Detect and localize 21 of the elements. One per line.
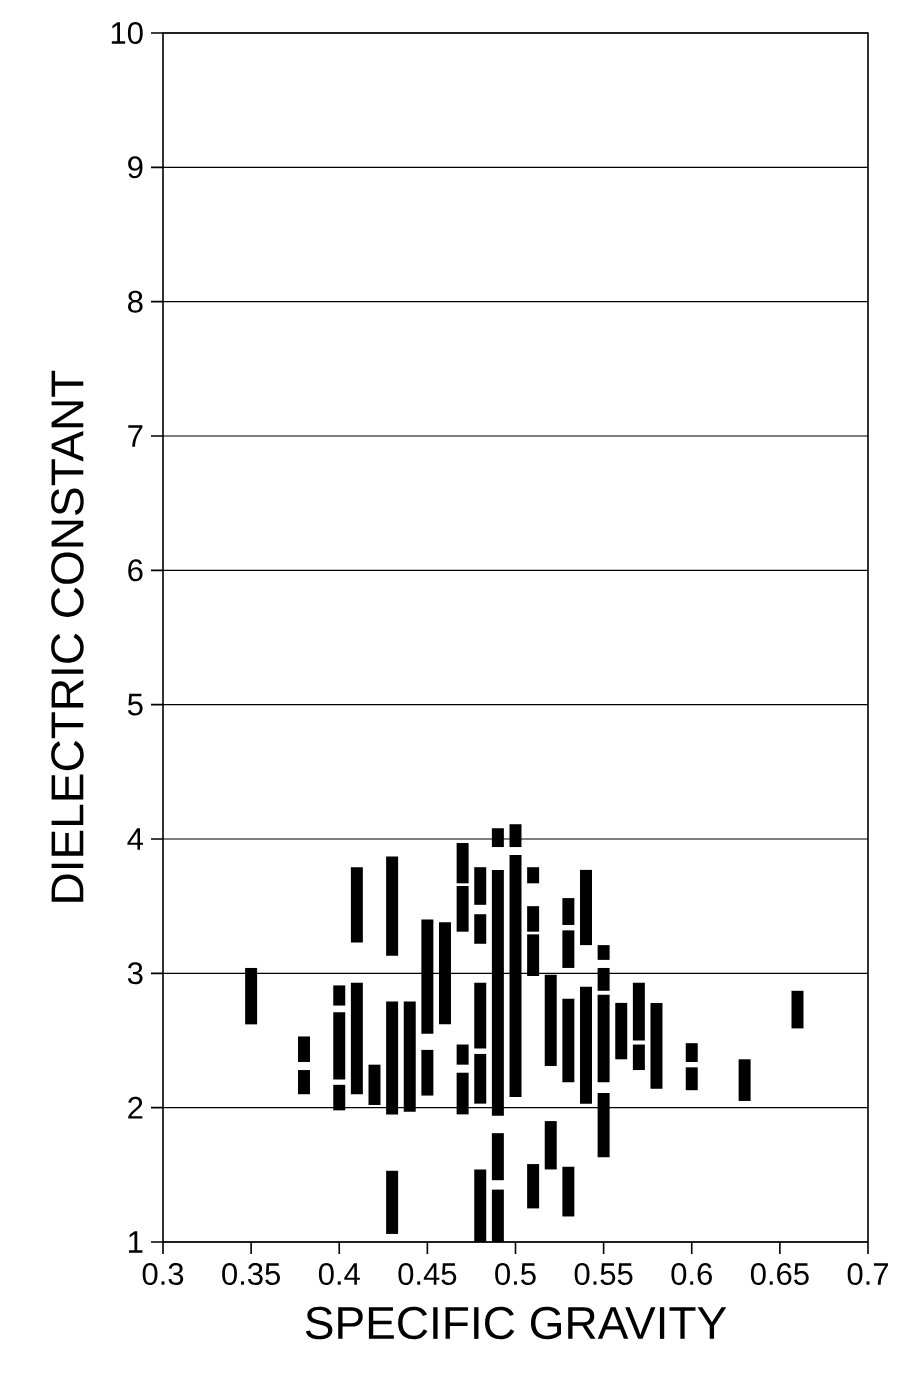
y-tick-label: 1: [129, 1231, 143, 1253]
y-tick-label: 7: [128, 425, 143, 447]
y-tick-label: 4: [127, 828, 144, 850]
y-tick-label: 10: [111, 22, 143, 44]
x-tick-label: 0.55: [574, 1263, 633, 1286]
x-tick-label: 0.65: [750, 1263, 809, 1286]
x-tick-label: 0.6: [671, 1263, 712, 1286]
x-axis-title: SPECIFIC GRAVITY: [305, 1306, 727, 1340]
y-tick-label: 8: [128, 290, 143, 313]
y-tick-label: 2: [128, 1096, 143, 1119]
y-tick-label: 9: [128, 156, 143, 179]
x-tick-label: 0.45: [398, 1263, 457, 1286]
y-axis-title: DIELECTRIC CONSTANT: [51, 370, 84, 902]
x-tick-label: 0.3: [142, 1263, 184, 1286]
y-tick-label: 3: [127, 962, 143, 985]
y-tick-label: 6: [128, 559, 143, 582]
x-tick-label: 0.35: [222, 1263, 280, 1286]
x-tick-label: 0.7: [847, 1263, 888, 1286]
x-tick-label: 0.5: [495, 1263, 536, 1286]
x-tick-label: 0.4: [318, 1263, 360, 1286]
y-tick-label: 5: [127, 693, 143, 716]
